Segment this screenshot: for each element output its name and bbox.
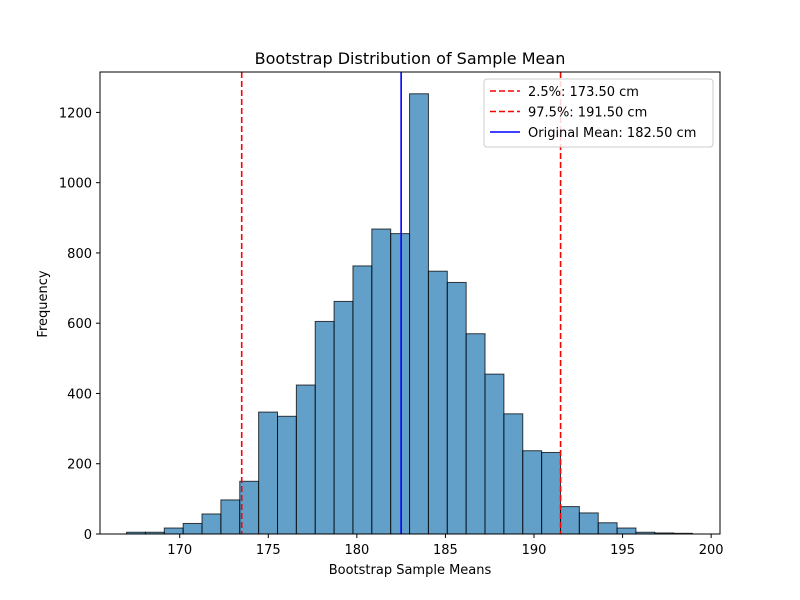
x-tick-label: 180 (344, 543, 369, 558)
histogram-bar (390, 233, 411, 535)
x-tick-label: 185 (433, 543, 458, 558)
histogram-bar (427, 270, 448, 535)
y-tick-label: 1200 (59, 106, 92, 121)
y-tick-label: 800 (67, 247, 92, 262)
histogram-bar (409, 93, 429, 535)
histogram-bar (522, 450, 543, 535)
y-tick-label: 400 (67, 387, 92, 402)
x-tick-label: 175 (256, 543, 281, 558)
y-tick-label: 0 (84, 528, 92, 543)
histogram-bar (352, 265, 373, 535)
histogram-bar (220, 499, 241, 535)
y-tick-label: 1000 (59, 177, 92, 192)
histogram-bar (465, 333, 486, 535)
histogram-bar (277, 415, 297, 535)
histogram-bar (446, 281, 467, 535)
x-axis-label: Bootstrap Sample Means (329, 563, 492, 578)
y-axis-label: Frequency (36, 270, 51, 337)
plot-area: 170 175 180 185 190 195 200 0 200 400 600 800 1000 12… (59, 71, 724, 558)
legend-label: 97.5%: 191.50 cm (528, 106, 647, 121)
histogram-bar (201, 513, 222, 535)
histogram-bar (597, 522, 618, 535)
legend-label: Original Mean: 182.50 cm (528, 126, 696, 141)
legend-box (483, 78, 714, 148)
x-tick-label: 195 (610, 543, 635, 558)
legend-label: 2.5%: 173.50 cm (528, 85, 639, 100)
y-tick-label: 200 (67, 458, 92, 473)
legend: 2.5%: 173.50 cm 97.5%: 191.50 cm Original … (483, 78, 714, 148)
chart-title: Bootstrap Distribution of Sample Mean (255, 49, 566, 68)
histogram-bar (182, 522, 203, 535)
histogram-bar (314, 320, 335, 535)
histogram-bar (541, 451, 561, 535)
histogram-bar (163, 527, 184, 535)
x-tick-label: 200 (699, 543, 724, 558)
histogram-bar (578, 512, 599, 535)
histogram-bar (333, 300, 354, 535)
axes-frame (99, 71, 721, 535)
histogram-bar (559, 506, 580, 535)
histogram-bar (258, 411, 279, 535)
x-tick-label: 190 (522, 543, 547, 558)
x-tick-label: 170 (167, 543, 192, 558)
histogram-bar (371, 228, 392, 535)
histogram-bar (616, 527, 637, 535)
histogram-bar (503, 413, 524, 535)
histogram-bar (484, 373, 505, 535)
y-tick-label: 600 (67, 317, 92, 332)
histogram-bar (239, 480, 260, 535)
histogram-bar (295, 384, 316, 535)
